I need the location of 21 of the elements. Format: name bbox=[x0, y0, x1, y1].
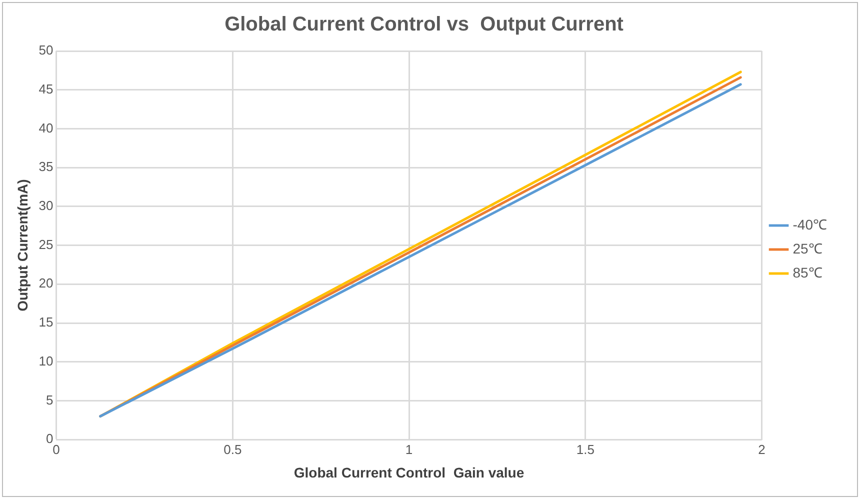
legend-label: 25℃ bbox=[792, 240, 822, 256]
y-axis-title: Output Current(mA) bbox=[14, 179, 30, 312]
y-tick-label: 5 bbox=[46, 392, 54, 408]
y-tick-label: 25 bbox=[38, 236, 54, 252]
legend-label: 85℃ bbox=[792, 264, 822, 280]
chart-title: Global Current Control vs Output Current bbox=[224, 14, 624, 36]
y-tick-label: 40 bbox=[38, 120, 54, 136]
y-tick-label: 15 bbox=[38, 314, 54, 330]
y-tick-label: 20 bbox=[38, 276, 54, 291]
y-tick-label: 35 bbox=[38, 159, 54, 174]
x-tick-label: 2 bbox=[758, 442, 766, 457]
y-tick-label: 45 bbox=[38, 81, 54, 96]
x-tick-label: 1.5 bbox=[576, 442, 594, 457]
legend-label: -40℃ bbox=[792, 216, 827, 232]
y-tick-label: 30 bbox=[38, 198, 54, 214]
y-tick-label: 0 bbox=[46, 431, 54, 446]
x-axis-title: Global Current Control Gain value bbox=[294, 464, 524, 480]
y-tick-label: 10 bbox=[38, 353, 54, 368]
x-tick-label: 1 bbox=[405, 442, 413, 457]
x-tick-label: 0.5 bbox=[224, 442, 242, 457]
y-tick-label: 50 bbox=[38, 42, 54, 58]
